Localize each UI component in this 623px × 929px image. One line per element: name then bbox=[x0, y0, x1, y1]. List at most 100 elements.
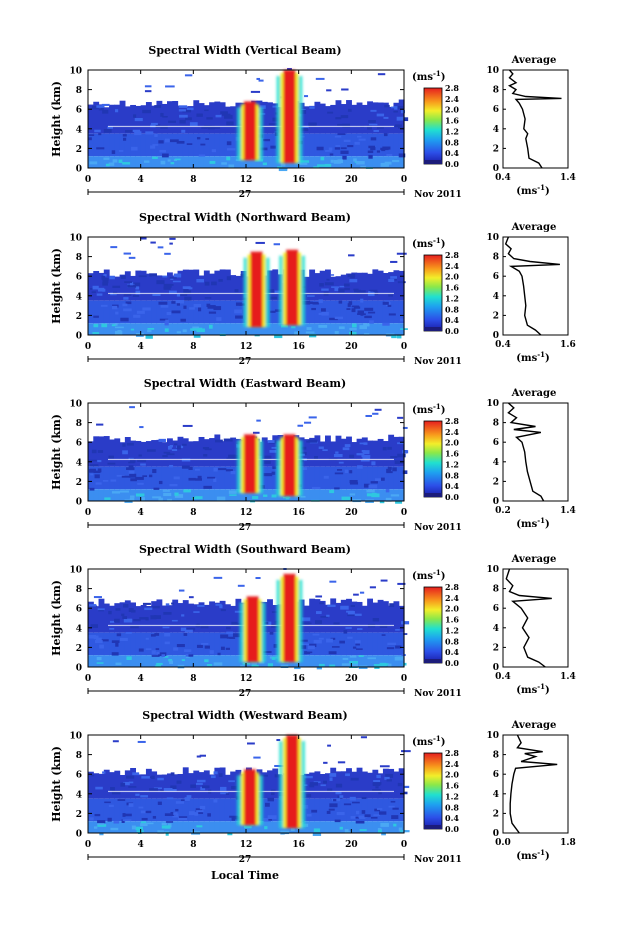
heatmap-cell bbox=[92, 332, 100, 335]
date-tick-label: 27 bbox=[239, 689, 252, 699]
heatmap-band bbox=[135, 774, 142, 799]
heatmap-band bbox=[88, 133, 94, 157]
heatmap-cell bbox=[240, 664, 245, 668]
heatmap-cell bbox=[89, 464, 99, 467]
heatmap-cell bbox=[97, 608, 105, 611]
heatmap-cell bbox=[343, 283, 350, 287]
colorbar-tick-label: 2.8 bbox=[445, 83, 459, 93]
heatmap-cell bbox=[185, 655, 190, 658]
heatmap-band bbox=[135, 632, 142, 656]
heatmap-cell bbox=[120, 317, 129, 322]
heatmap-cell bbox=[111, 150, 116, 154]
heatmap-band bbox=[309, 655, 316, 667]
heatmap-cell bbox=[333, 622, 340, 625]
heatmap-cell bbox=[107, 817, 112, 822]
heatmap-band bbox=[346, 273, 352, 301]
heatmap-band bbox=[124, 133, 131, 157]
heatmap-cell bbox=[198, 327, 203, 331]
x-tick-label: 12 bbox=[240, 508, 253, 518]
heatmap-band bbox=[193, 466, 200, 490]
heatmap-cell bbox=[348, 301, 353, 305]
heatmap-cell bbox=[110, 246, 118, 249]
heatmap-cell bbox=[231, 785, 237, 790]
heatmap-band bbox=[214, 133, 221, 157]
heatmap-cell bbox=[152, 293, 161, 297]
heatmap-cell bbox=[300, 495, 306, 498]
heatmap-band bbox=[314, 798, 321, 822]
heatmap-cell bbox=[335, 783, 343, 788]
heatmap-band bbox=[88, 601, 94, 633]
heatmap-band bbox=[198, 489, 205, 501]
heatmap-band bbox=[361, 104, 368, 134]
heatmap-band bbox=[393, 270, 400, 301]
x-tick-label: 8 bbox=[190, 674, 196, 684]
heatmap-band bbox=[161, 798, 168, 822]
heatmap-cell bbox=[395, 629, 400, 631]
heatmap-band bbox=[351, 601, 358, 633]
heatmap-cell bbox=[189, 122, 198, 127]
heatmap-band bbox=[219, 821, 226, 833]
heatmap-cell bbox=[114, 330, 123, 335]
panel-1: Spectral Width (Northward Beam)0246810He… bbox=[50, 211, 576, 367]
heatmap-cell bbox=[368, 120, 376, 123]
heatmap-cell bbox=[112, 740, 119, 743]
heatmap-cell bbox=[132, 294, 140, 297]
heatmap-band bbox=[256, 156, 263, 168]
heatmap-cell bbox=[225, 647, 230, 650]
heatmap-band bbox=[377, 632, 384, 656]
heatmap-band bbox=[377, 270, 384, 301]
heatmap-band bbox=[109, 104, 115, 134]
avg-y-tick-label: 0 bbox=[493, 164, 499, 174]
heatmap-cell bbox=[250, 90, 261, 93]
colorbar-tick-label: 2.8 bbox=[445, 416, 459, 426]
date-tick-label: 27 bbox=[239, 855, 252, 865]
heatmap-band bbox=[119, 798, 126, 822]
heatmap-cell bbox=[188, 654, 194, 657]
heatmap-cell bbox=[328, 808, 335, 811]
heatmap-cell bbox=[103, 129, 112, 133]
heatmap-cell bbox=[305, 331, 315, 334]
heatmap-cell bbox=[302, 823, 309, 827]
heatmap-cell bbox=[141, 817, 148, 821]
heatmap-band bbox=[340, 821, 347, 833]
heatmap-band bbox=[93, 323, 100, 335]
heatmap-cell bbox=[402, 450, 409, 454]
heatmap-cell bbox=[202, 447, 210, 450]
heatmap-band bbox=[382, 655, 389, 667]
heatmap-band bbox=[214, 798, 221, 822]
heatmap-band bbox=[124, 798, 131, 822]
heatmap-band bbox=[230, 133, 237, 157]
average-xlabel-exp: -1 bbox=[537, 183, 545, 192]
heatmap-band bbox=[230, 605, 237, 633]
heatmap-band bbox=[377, 655, 384, 667]
heatmap-band bbox=[330, 655, 337, 667]
heatmap-cell bbox=[183, 633, 188, 636]
heatmap-cell bbox=[96, 637, 102, 641]
heatmap-cell bbox=[190, 328, 199, 331]
heatmap-cell bbox=[383, 133, 388, 137]
heatmap-cell bbox=[263, 460, 271, 464]
heatmap-cell bbox=[263, 651, 272, 654]
heatmap-cell bbox=[102, 281, 108, 286]
heatmap-band bbox=[88, 273, 94, 301]
average-profile-line bbox=[507, 402, 545, 502]
heatmap-cell bbox=[163, 286, 171, 290]
heatmap-cell bbox=[110, 787, 115, 791]
heatmap-band bbox=[325, 798, 331, 822]
heatmap-cell bbox=[89, 817, 94, 820]
heatmap-cell bbox=[379, 662, 387, 667]
heatmap-band bbox=[335, 133, 342, 157]
heatmap-band bbox=[88, 104, 94, 134]
colorbar-unit: (ms-1) bbox=[412, 236, 445, 250]
heatmap-cell bbox=[362, 450, 370, 455]
heatmap-band bbox=[145, 632, 152, 656]
heatmap-cell bbox=[179, 114, 188, 118]
heatmap-band bbox=[93, 133, 100, 157]
heatmap-band bbox=[188, 632, 194, 656]
heatmap-band bbox=[361, 466, 368, 490]
heatmap-cell bbox=[182, 329, 187, 333]
heatmap-band bbox=[261, 437, 268, 467]
heatmap-band bbox=[256, 821, 263, 833]
heatmap-band bbox=[235, 323, 242, 335]
average-xlabel-exp: -1 bbox=[537, 682, 545, 691]
